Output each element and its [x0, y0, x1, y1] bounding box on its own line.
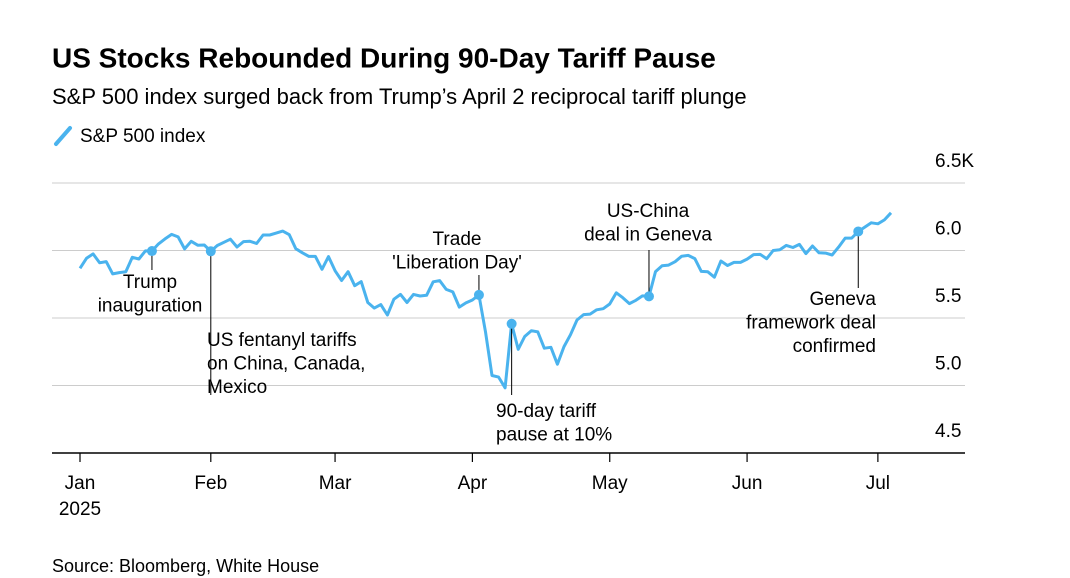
- annotation-text: Mexico: [207, 377, 267, 398]
- x-tick-label: Mar: [319, 473, 352, 494]
- y-tick-label: 5.5: [935, 286, 961, 307]
- annotation-text: Geneva: [809, 289, 876, 310]
- x-tick-label: Jun: [732, 473, 763, 494]
- annotation-text: 90-day tariff: [496, 401, 597, 422]
- annotation-text: confirmed: [793, 336, 876, 357]
- legend-label: S&P 500 index: [80, 126, 206, 147]
- chart-title: US Stocks Rebounded During 90-Day Tariff…: [52, 42, 716, 73]
- legend-swatch: [54, 126, 72, 146]
- annotation-dot: [506, 318, 517, 329]
- y-tick-label: 6.5K: [935, 151, 974, 172]
- x-tick-label: Feb: [194, 473, 227, 494]
- x-tick-label: Jan: [65, 473, 96, 494]
- chart-subtitle: S&P 500 index surged back from Trump’s A…: [52, 84, 747, 109]
- annotation-text: US fentanyl tariffs: [207, 330, 357, 351]
- annotation-dot: [205, 246, 216, 257]
- annotation-text: Trade: [433, 229, 482, 250]
- series-line: [78, 211, 893, 390]
- x-tick-label: Apr: [458, 473, 488, 494]
- annotation-text: 'Liberation Day': [392, 253, 522, 274]
- annotation-dot: [473, 289, 484, 300]
- x-tick-label: Jul: [866, 473, 890, 494]
- source: Source: Bloomberg, White House: [52, 556, 319, 576]
- annotation-dot: [146, 246, 157, 257]
- y-tick-label: 4.5: [935, 421, 961, 442]
- annotation-text: on China, Canada,: [207, 354, 365, 375]
- annotation-text: inauguration: [98, 296, 203, 317]
- annotation-dot: [643, 291, 654, 302]
- annotation-text: pause at 10%: [496, 425, 612, 446]
- annotation-text: US-China: [607, 201, 690, 222]
- x-tick-label: May: [592, 473, 628, 494]
- y-tick-label: 5.0: [935, 354, 961, 375]
- annotation-text: Trump: [123, 272, 177, 293]
- annotation-text: deal in Geneva: [584, 225, 712, 246]
- y-tick-label: 6.0: [935, 219, 961, 240]
- annotation-dot: [853, 226, 864, 237]
- x-year-label: 2025: [59, 499, 101, 520]
- annotation-text: framework deal: [746, 313, 876, 334]
